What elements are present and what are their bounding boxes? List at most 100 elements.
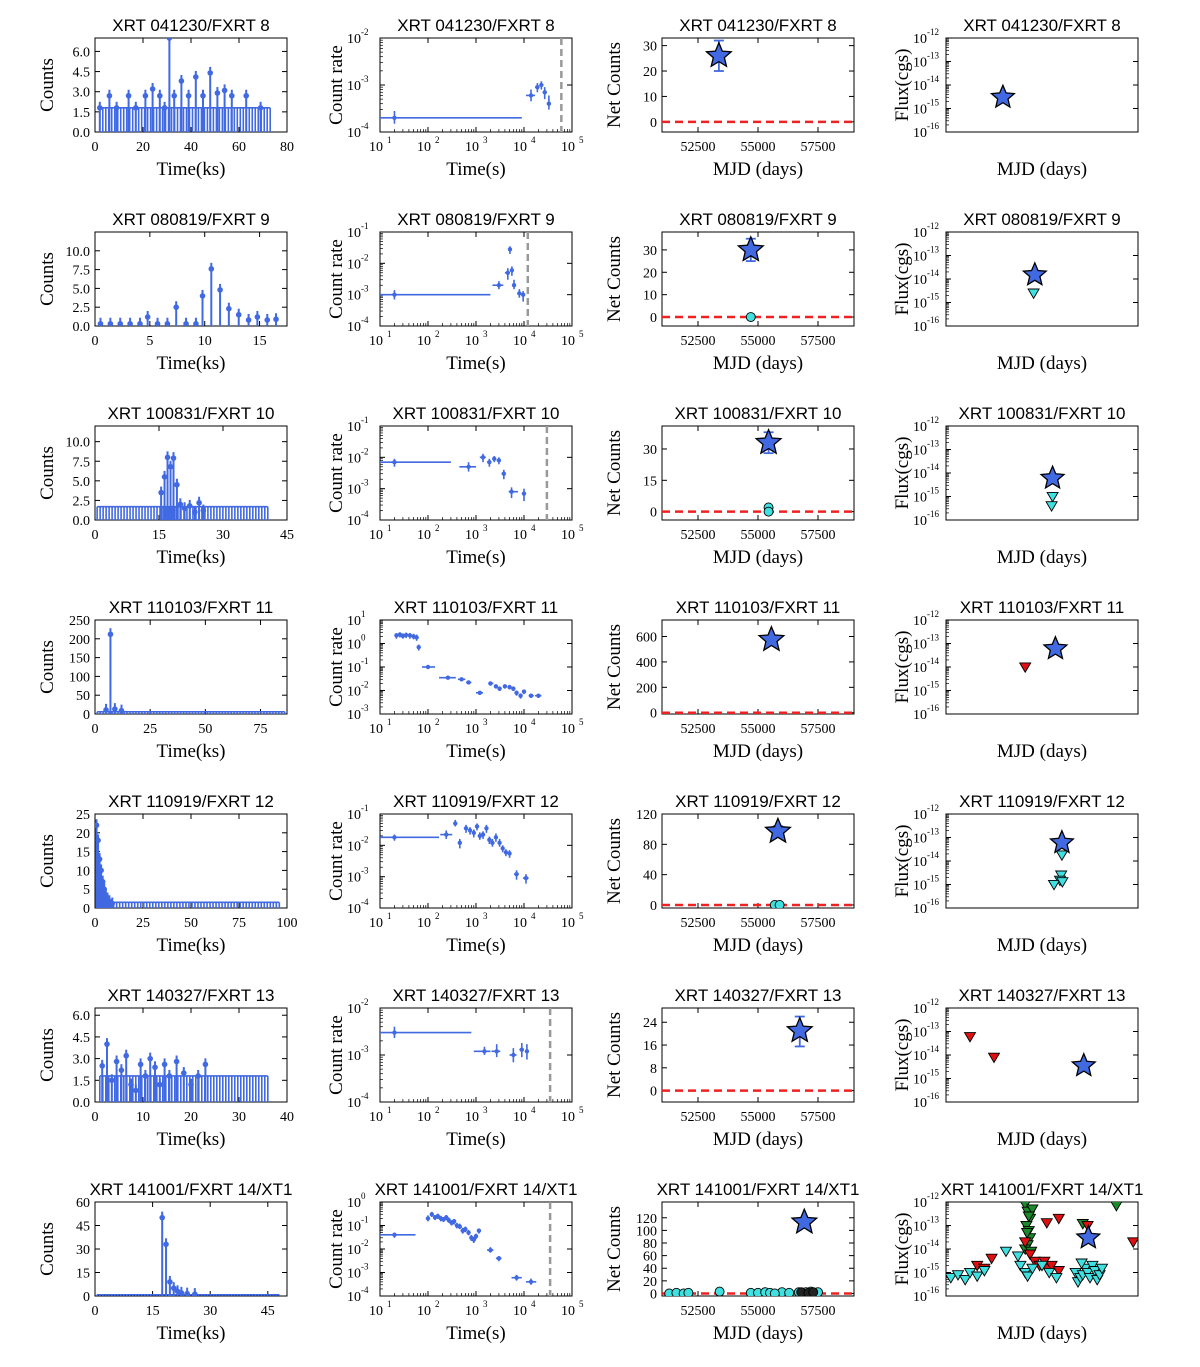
x-tick-exponent: 2 [435,1105,440,1115]
rate-point [459,677,464,682]
panel-title: XRT 140327/FXRT 13 [959,986,1126,1005]
x-tick-label: 57500 [801,334,836,349]
x-tick-exponent: 3 [483,329,488,339]
rate-point [493,835,499,840]
rate-point [392,115,397,121]
count-point [226,305,232,312]
count-point [142,1073,149,1079]
x-tick-label: 52500 [681,140,716,155]
y-axis-label: Net Counts [604,1206,625,1292]
count-point [245,317,252,323]
x-tick-label: 0 [92,916,99,931]
y-tick-label: 10 [347,514,361,529]
y-tick-label: 10 [913,708,927,723]
y-axis-label: Net Counts [604,624,625,710]
y-tick-label: 10.0 [66,245,91,260]
panel-c-row5: XRT 110919/FXRT 12 MJD (days) Net Counts 52… [604,792,855,956]
y-tick-exponent: -14 [927,268,939,278]
y-tick-label: 10 [347,808,361,823]
obs-circle [774,900,785,908]
y-tick-label: 1.5 [73,1074,91,1089]
x-tick-exponent: 3 [483,717,488,727]
x-axis-label: MJD (days) [713,353,803,374]
count-point [107,631,114,638]
x-tick-label: 10 [513,334,527,349]
y-tick-label: 8 [650,1062,657,1077]
y-tick-label: 100 [69,670,90,685]
count-point [170,1285,177,1291]
x-tick-label: 5 [146,334,153,349]
rate-point [425,664,431,670]
count-point [99,1063,105,1069]
plot-frame [945,37,1139,133]
detection-star [1075,1224,1102,1249]
y-axis-label: Counts [37,640,58,694]
x-tick-exponent: 2 [435,911,440,921]
rate-point [407,633,413,638]
x-tick-exponent: 2 [435,1299,440,1309]
y-tick-exponent: -2 [361,446,369,456]
count-point [96,856,103,862]
y-tick-label: 4.5 [73,66,91,81]
plot-area [380,232,530,326]
x-tick-exponent: 1 [387,717,392,727]
detection-star [736,235,765,262]
rate-point [501,471,507,476]
rate-point [490,840,495,846]
y-tick-label: 10 [347,1049,361,1064]
rate-point [511,1052,516,1058]
plot-area [96,1211,281,1296]
x-tick-exponent: 1 [387,1105,392,1115]
rate-point [535,84,540,90]
panel-title: XRT 140327/FXRT 13 [675,986,842,1005]
x-axis-label: MJD (days) [997,353,1087,374]
x-tick-exponent: 2 [435,717,440,727]
count-point [185,92,192,99]
panel-a-row1: XRT 041230/FXRT 8 Time(ks) Counts 0 20 40 60 80… [37,16,294,180]
x-tick-label: 45 [261,1304,275,1319]
y-tick-exponent: -15 [927,292,939,302]
limit-triangle-red [987,1052,1001,1064]
limit-triangle-cyan [970,1271,984,1283]
limit-triangle-red [1018,662,1032,674]
rate-point [403,632,409,638]
obs-circle [784,1287,795,1296]
y-axis-label: Net Counts [604,42,625,128]
x-tick-label: 52500 [681,1110,716,1125]
count-point [192,1291,198,1296]
y-axis-label: Flux(cgs) [892,1019,913,1092]
x-tick-label: 10 [417,916,431,931]
x-tick-label: 75 [232,916,246,931]
y-tick-label: 10 [913,1290,927,1305]
count-point [163,1241,169,1248]
count-point [221,87,228,94]
rate-point [445,675,451,680]
x-axis-label: Time(ks) [157,353,226,374]
count-point [207,70,213,76]
panel-title: XRT 141001/FXRT 14/XT1 [941,1180,1144,1199]
count-point [128,1081,134,1088]
rate-point [435,1213,440,1219]
panel-title: XRT 080819/FXRT 9 [397,210,555,229]
plot-frame [661,425,855,521]
count-point [167,463,174,470]
x-tick-label: 10 [198,334,212,349]
x-tick-exponent: 4 [531,1105,536,1115]
x-tick-label: 10 [561,916,575,931]
rate-point [488,1247,493,1253]
x-tick-label: 10 [417,528,431,543]
panel-title: XRT 110919/FXRT 12 [393,792,559,811]
rate-point [507,247,513,252]
y-tick-label: 80 [643,838,657,853]
rate-point [471,1237,477,1242]
y-tick-label: 10 [347,661,361,676]
y-axis-label: Flux(cgs) [892,1213,913,1286]
y-tick-label: 0 [650,899,657,914]
y-tick-exponent: -4 [361,1285,369,1295]
plot-frame [379,1201,573,1297]
x-tick-label: 15 [253,334,267,349]
x-tick-label: 10 [417,1110,431,1125]
y-tick-label: 6.0 [73,1009,91,1024]
